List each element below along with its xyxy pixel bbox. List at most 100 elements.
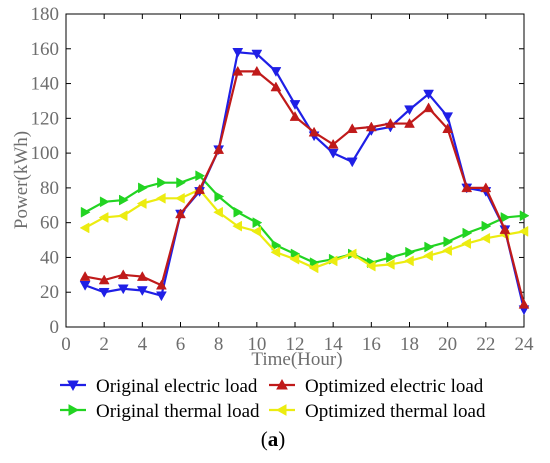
series-original-electric-load bbox=[79, 48, 530, 316]
x-tick-label: 0 bbox=[61, 334, 71, 355]
data-point bbox=[251, 49, 263, 60]
data-point bbox=[251, 225, 262, 237]
legend-swatch-marker bbox=[275, 404, 287, 416]
data-point bbox=[232, 48, 244, 58]
data-point bbox=[270, 81, 282, 92]
data-point bbox=[155, 279, 167, 290]
data-point bbox=[365, 260, 376, 272]
data-point bbox=[98, 274, 110, 285]
data-point bbox=[423, 102, 435, 113]
data-point bbox=[80, 206, 91, 218]
legend-swatch-marker bbox=[276, 378, 288, 390]
data-point bbox=[175, 208, 186, 219]
data-point bbox=[461, 182, 473, 193]
data-point bbox=[327, 255, 338, 267]
data-point bbox=[79, 281, 91, 291]
x-axis-title: Time(Hour) bbox=[251, 349, 342, 370]
legend-label: Optimized thermal load bbox=[305, 401, 486, 422]
data-point bbox=[384, 118, 396, 128]
data-point bbox=[136, 286, 148, 296]
data-point bbox=[480, 182, 492, 193]
series-original-thermal-load bbox=[80, 170, 530, 269]
data-point bbox=[405, 246, 416, 258]
data-point bbox=[443, 236, 454, 248]
legend-entry: Original thermal load bbox=[60, 401, 260, 422]
data-point bbox=[404, 105, 415, 116]
data-point bbox=[213, 206, 223, 218]
data-point bbox=[423, 250, 433, 262]
data-point bbox=[327, 138, 339, 149]
y-tick-label: 80 bbox=[40, 178, 59, 199]
legend-label: Original thermal load bbox=[96, 401, 260, 422]
data-point bbox=[403, 255, 414, 267]
y-tick-label: 40 bbox=[40, 247, 59, 268]
data-point bbox=[99, 196, 110, 208]
series-layer bbox=[79, 48, 530, 316]
data-point bbox=[327, 148, 339, 159]
data-point bbox=[461, 238, 471, 249]
data-point bbox=[213, 144, 225, 154]
data-point bbox=[155, 192, 166, 204]
series-line bbox=[84, 70, 526, 305]
data-point bbox=[500, 212, 511, 223]
data-point bbox=[79, 222, 90, 234]
data-point bbox=[155, 291, 167, 302]
x-tick-label: 22 bbox=[476, 334, 495, 355]
data-point bbox=[346, 123, 358, 134]
data-point bbox=[346, 157, 358, 168]
caption-letter: a bbox=[268, 427, 279, 451]
series-line bbox=[84, 51, 526, 310]
data-point bbox=[423, 89, 435, 100]
data-point bbox=[271, 239, 282, 251]
y-tick-label: 60 bbox=[40, 213, 59, 234]
data-point bbox=[252, 217, 263, 229]
data-point bbox=[386, 252, 396, 263]
data-point bbox=[519, 210, 530, 222]
legend-label: Original electric load bbox=[96, 376, 258, 397]
data-point bbox=[346, 248, 357, 260]
data-point bbox=[98, 212, 109, 223]
x-tick-label: 4 bbox=[138, 334, 148, 355]
data-point bbox=[442, 245, 452, 256]
data-point bbox=[270, 67, 282, 77]
x-tick-label: 2 bbox=[99, 334, 109, 355]
legend-swatch-marker bbox=[68, 404, 80, 416]
axes: 0 2 4 6 8 10 12 14 16 18 20 22 240204060801001201401… bbox=[31, 4, 535, 355]
legend-swatch-marker bbox=[67, 380, 79, 392]
data-point bbox=[176, 177, 187, 189]
y-tick-label: 20 bbox=[40, 282, 59, 303]
data-point bbox=[289, 253, 300, 265]
data-point bbox=[232, 220, 242, 232]
caption-open: ( bbox=[261, 427, 268, 451]
data-point bbox=[98, 287, 110, 298]
data-point bbox=[518, 298, 530, 309]
data-point bbox=[138, 182, 148, 194]
plot-frame bbox=[65, 13, 525, 328]
data-point bbox=[442, 123, 454, 134]
data-point bbox=[251, 65, 263, 76]
data-point bbox=[214, 191, 225, 203]
data-point bbox=[195, 170, 206, 182]
data-point bbox=[157, 177, 167, 189]
x-tick-label: 18 bbox=[400, 334, 419, 355]
legend-entry: Optimized thermal load bbox=[269, 401, 486, 422]
x-tick-label: 14 bbox=[324, 334, 344, 355]
data-point bbox=[499, 224, 511, 234]
legend-entry: Original electric load bbox=[60, 376, 258, 397]
x-tick-label: 12 bbox=[286, 334, 305, 355]
y-axis-title: Power(kWh) bbox=[11, 131, 32, 229]
data-point bbox=[174, 192, 185, 204]
y-tick-label: 140 bbox=[31, 74, 60, 95]
x-tick-label: 8 bbox=[214, 334, 224, 355]
data-point bbox=[117, 210, 128, 222]
data-point bbox=[462, 227, 473, 239]
series-line bbox=[84, 174, 525, 264]
series-optimized-electric-load bbox=[79, 65, 530, 309]
series-optimized-thermal-load bbox=[79, 184, 529, 274]
caption-close: ) bbox=[278, 427, 285, 451]
data-point bbox=[308, 126, 320, 137]
x-tick-label: 10 bbox=[247, 334, 266, 355]
x-tick-label: 20 bbox=[438, 334, 457, 355]
data-point bbox=[404, 118, 415, 128]
